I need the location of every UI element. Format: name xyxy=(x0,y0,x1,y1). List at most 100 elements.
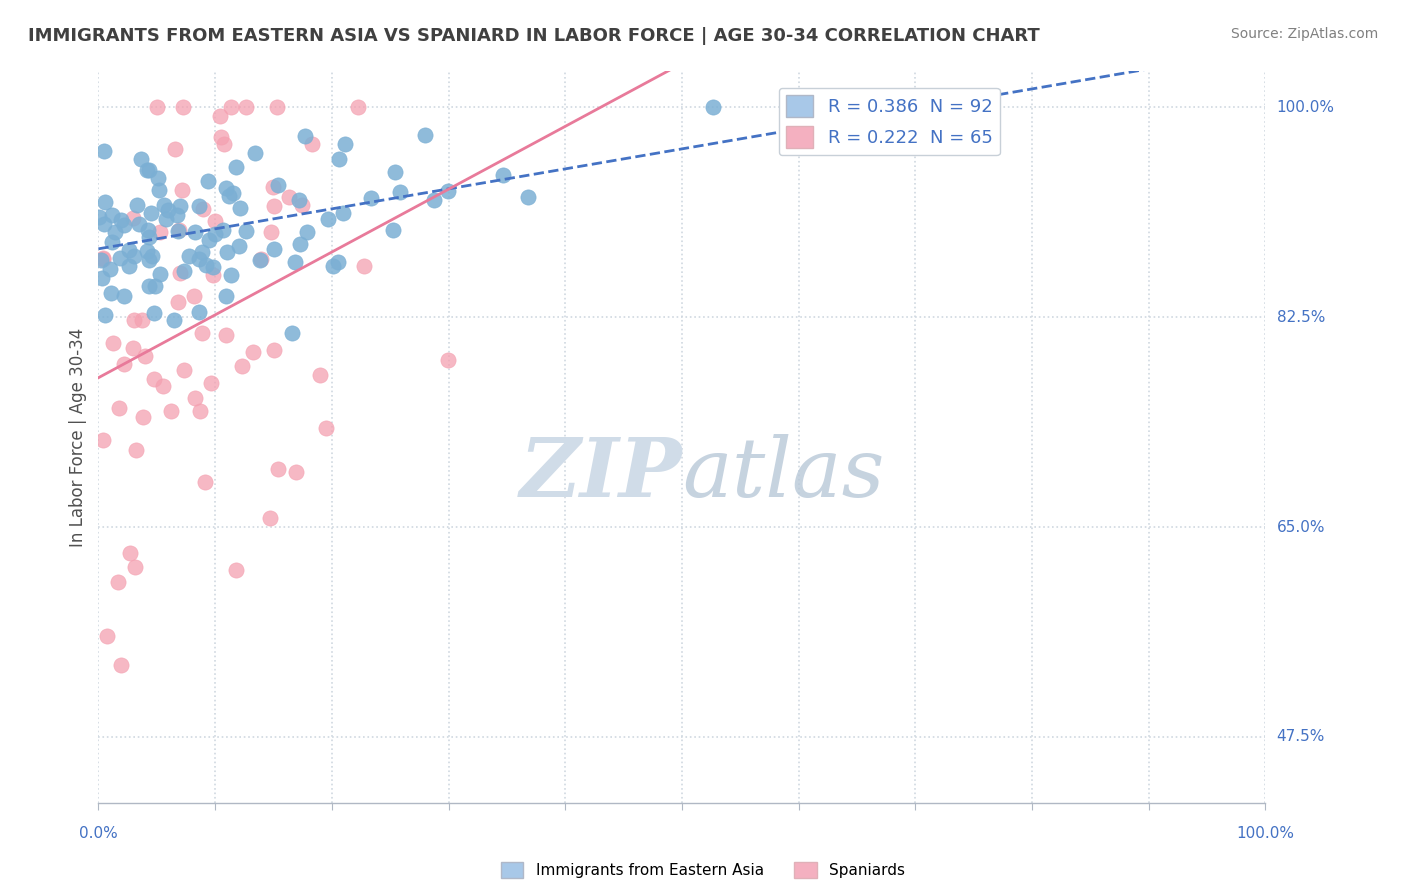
Point xyxy=(163,312,186,326)
Point xyxy=(353,259,375,273)
Point xyxy=(235,224,257,238)
Point xyxy=(437,184,460,198)
Point xyxy=(266,100,288,114)
Point xyxy=(112,218,135,232)
Point xyxy=(121,341,143,355)
Point xyxy=(183,289,205,303)
Text: IMMIGRANTS FROM EASTERN ASIA VS SPANIARD IN LABOR FORCE | AGE 30-34 CORRELATION : IMMIGRANTS FROM EASTERN ASIA VS SPANIARD… xyxy=(28,27,1040,45)
Point xyxy=(322,260,344,274)
Point xyxy=(263,343,285,358)
Point xyxy=(225,161,247,175)
Point xyxy=(108,251,131,265)
Point xyxy=(222,186,245,200)
Point xyxy=(166,208,188,222)
Point xyxy=(122,211,145,225)
Point xyxy=(294,128,316,143)
Text: 82.5%: 82.5% xyxy=(1277,310,1324,325)
Point xyxy=(228,239,250,253)
Point xyxy=(100,235,122,249)
Point xyxy=(209,130,232,145)
Point xyxy=(215,327,238,342)
Point xyxy=(132,410,155,425)
Text: 0.0%: 0.0% xyxy=(79,825,118,840)
Point xyxy=(170,183,193,197)
Point xyxy=(266,178,288,193)
Point xyxy=(120,546,142,560)
Point xyxy=(284,255,307,269)
Point xyxy=(167,224,190,238)
Point xyxy=(108,401,131,415)
Point xyxy=(218,188,240,202)
Point xyxy=(166,294,188,309)
Point xyxy=(198,233,221,247)
Point xyxy=(152,378,174,392)
Point xyxy=(245,146,267,161)
Point xyxy=(332,206,354,220)
Point xyxy=(492,168,515,182)
Point xyxy=(281,326,304,340)
Point xyxy=(291,198,314,212)
Point xyxy=(295,225,318,239)
Point xyxy=(277,190,299,204)
Point xyxy=(107,574,129,589)
Point xyxy=(153,198,176,212)
Point xyxy=(173,264,195,278)
Text: 47.5%: 47.5% xyxy=(1277,730,1324,744)
Point xyxy=(91,252,114,266)
Point xyxy=(122,249,145,263)
Point xyxy=(90,252,112,267)
Point xyxy=(131,312,153,326)
Point xyxy=(136,223,159,237)
Point xyxy=(163,142,186,156)
Text: atlas: atlas xyxy=(682,434,884,514)
Point xyxy=(184,225,207,239)
Point xyxy=(143,279,166,293)
Point xyxy=(204,227,226,241)
Point xyxy=(122,313,145,327)
Point xyxy=(267,462,290,476)
Point xyxy=(389,185,412,199)
Point xyxy=(413,128,436,143)
Point xyxy=(112,289,135,303)
Point xyxy=(98,262,121,277)
Point xyxy=(263,242,285,256)
Point xyxy=(215,289,238,303)
Point xyxy=(263,199,285,213)
Point xyxy=(91,270,114,285)
Text: 100.0%: 100.0% xyxy=(1236,825,1295,840)
Point xyxy=(104,225,127,239)
Point xyxy=(128,217,150,231)
Legend: Immigrants from Eastern Asia, Spaniards: Immigrants from Eastern Asia, Spaniards xyxy=(495,856,911,884)
Point xyxy=(235,100,257,114)
Point xyxy=(316,211,339,226)
Point xyxy=(382,223,405,237)
Point xyxy=(191,202,214,216)
Point xyxy=(141,249,163,263)
Point xyxy=(301,137,323,152)
Point xyxy=(219,100,242,114)
Point xyxy=(260,225,283,239)
Point xyxy=(191,326,214,341)
Point xyxy=(187,199,209,213)
Point xyxy=(188,304,211,318)
Point xyxy=(384,165,406,179)
Point xyxy=(219,268,242,282)
Point xyxy=(143,372,166,386)
Point xyxy=(177,249,200,263)
Point xyxy=(516,190,538,204)
Text: ZIP: ZIP xyxy=(519,434,682,514)
Point xyxy=(138,163,160,178)
Point xyxy=(93,217,115,231)
Point xyxy=(138,279,160,293)
Point xyxy=(110,213,132,227)
Point xyxy=(138,253,160,268)
Point xyxy=(231,359,253,373)
Text: 65.0%: 65.0% xyxy=(1277,519,1324,534)
Point xyxy=(287,194,309,208)
Point xyxy=(146,100,169,114)
Point xyxy=(100,285,122,300)
Point xyxy=(112,357,135,371)
Point xyxy=(135,163,157,178)
Point xyxy=(172,100,194,114)
Point xyxy=(190,245,212,260)
